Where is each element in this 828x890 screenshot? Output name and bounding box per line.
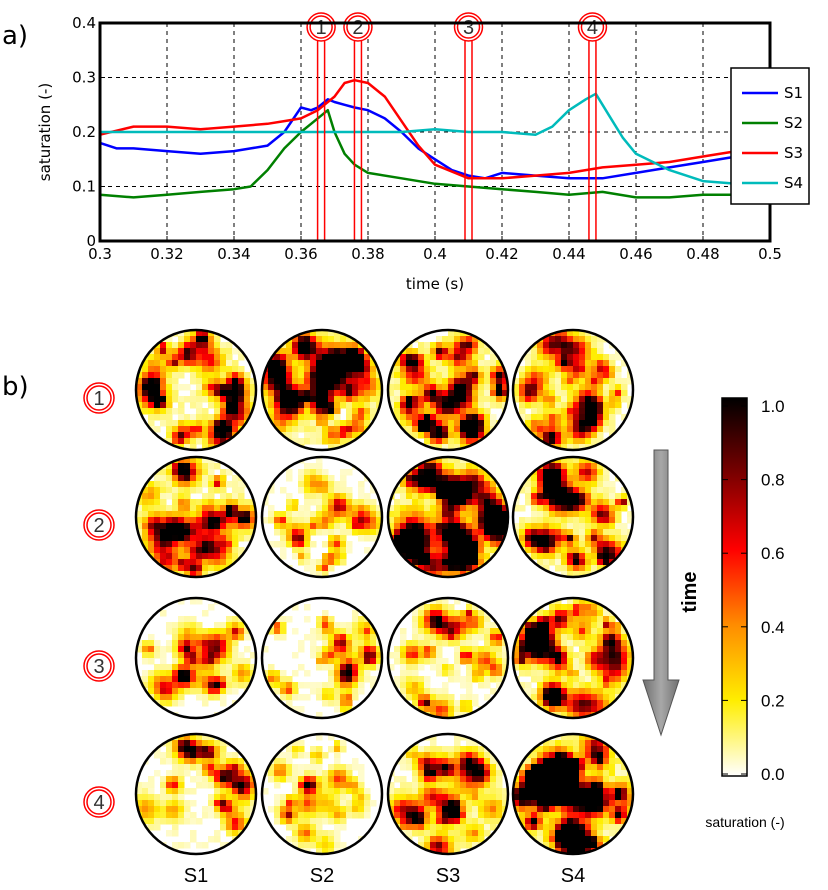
row-label-3: 3 [83,650,115,682]
time-arrow: time [642,449,701,737]
column-label: S4 [561,865,585,887]
saturation-map [386,455,510,579]
legend-box [730,67,810,205]
colorbar-tick-label: 0.0 [761,765,785,784]
column-label: S3 [436,865,460,887]
time-marker-label: 1 [316,17,327,39]
colorbar: 1.0 0.8 0.6 0.4 0.2 0.0 saturation (-) [705,397,784,830]
column-label: S2 [310,865,334,887]
x-tick-label: 0.3 [88,245,112,263]
time-markers: 1 2 3 4 [306,12,608,242]
x-tick-label: 0.32 [150,245,183,263]
series-line-s2 [99,108,770,199]
x-axis-label: time (s) [406,275,464,293]
colorbar-title: saturation (-) [705,814,784,830]
column-label: S1 [184,865,208,887]
saturation-map [511,732,635,856]
x-tick-labels: 0.3 0.32 0.34 0.36 0.38 0.4 0.42 0.44 0.46 0.48 0.… [88,245,782,263]
x-tick-label: 0.36 [284,245,317,263]
saturation-map [386,328,510,452]
colorbar-tick-label: 0.4 [761,618,785,637]
saturation-map [260,596,384,720]
y-axis-label: saturation (-) [36,83,54,181]
saturation-map [260,732,384,856]
row-label-text: 1 [93,388,104,410]
y-tick-label: 0.4 [72,14,96,32]
x-tick-label: 0.48 [686,245,719,263]
row-label-1: 1 [83,382,115,414]
legend-entry: S4 [784,174,803,192]
row-label-text: 3 [93,656,104,678]
x-tick-label: 0.42 [485,245,518,263]
row-label-text: 4 [93,792,104,814]
time-marker-3: 3 [453,12,484,242]
saturation-map [134,732,258,856]
saturation-map [260,328,384,452]
time-marker-label: 2 [352,17,363,39]
colorbar-tick-label: 0.2 [761,691,785,710]
colorbar-ticks: 1.0 0.8 0.6 0.4 0.2 0.0 [722,397,785,784]
time-marker-1: 1 [306,12,336,242]
x-tick-label: 0.5 [758,245,782,263]
row-label-4: 4 [83,786,115,818]
y-tick-label: 0 [86,232,96,250]
saturation-map [511,328,635,452]
saturation-map [134,596,258,720]
saturation-map [134,328,258,452]
colorbar-tick-label: 1.0 [761,397,785,416]
saturation-map [134,455,258,579]
column-labels: S1 S2 S3 S4 [184,865,585,887]
x-tick-label: 0.44 [552,245,585,263]
row-labels: 1 2 3 4 [83,382,115,818]
series-line-s1 [99,98,771,180]
y-tick-label: 0.3 [72,69,96,87]
x-tick-label: 0.46 [619,245,652,263]
colorbar-tick-label: 0.6 [761,544,785,563]
legend-entry: S3 [784,144,803,162]
time-marker-label: 4 [587,17,598,39]
saturation-map [386,732,510,856]
series-line-s4 [100,92,771,188]
row-label-2: 2 [83,509,115,541]
time-label: time [679,571,701,612]
y-tick-labels: 0 0.1 0.2 0.3 0.4 [72,14,96,250]
row-label-text: 2 [93,515,104,537]
saturation-map [511,596,635,720]
saturation-map [386,596,510,720]
saturation-map [260,455,384,579]
x-tick-label: 0.4 [423,245,447,263]
legend-entry: S2 [784,114,803,132]
saturation-maps [134,328,635,856]
panel-b-label: b) [2,372,29,402]
chart-series [99,78,771,199]
colorbar-scale [721,397,748,777]
colorbar-tick-label: 0.8 [761,471,785,490]
y-tick-label: 0.1 [72,178,96,196]
legend-entry: S1 [784,84,803,102]
y-tick-label: 0.2 [72,123,96,141]
x-tick-label: 0.38 [351,245,384,263]
chart-legend: S1 S2 S3 S4 [730,67,810,205]
panel-a-label: a) [2,21,28,51]
time-marker-label: 3 [463,17,474,39]
time-marker-4: 4 [577,12,608,242]
x-tick-label: 0.34 [217,245,250,263]
time-marker-2: 2 [343,12,373,242]
saturation-map [511,455,635,579]
series-line-s3 [99,78,770,180]
